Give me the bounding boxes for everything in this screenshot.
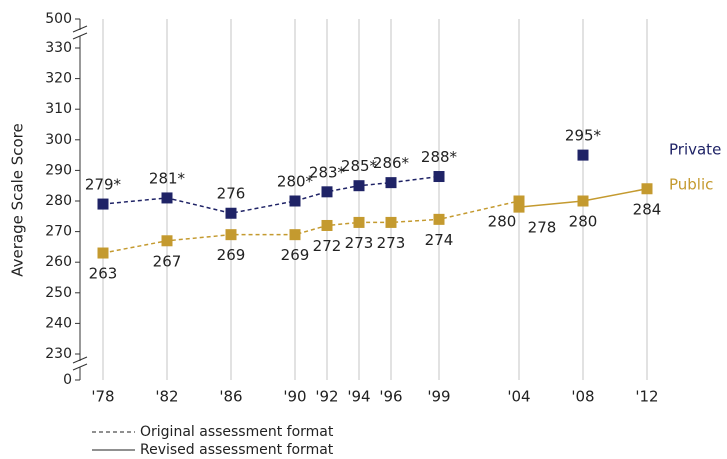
- legend-label: Public: [669, 176, 713, 194]
- y-axis-label: Average Scale Score: [9, 123, 27, 277]
- axis-break: [74, 361, 86, 367]
- marker: [289, 195, 301, 207]
- y-tick-label: 230: [45, 346, 72, 362]
- marker: [321, 219, 333, 231]
- axis-break-line: [72, 363, 88, 371]
- marker: [385, 216, 397, 228]
- y-tick-label: 320: [45, 71, 72, 87]
- legend-label: Private: [669, 141, 721, 159]
- marker: [161, 235, 173, 247]
- marker: [161, 192, 173, 204]
- data-label: 267: [153, 252, 182, 270]
- axis-break-line: [72, 25, 88, 33]
- data-label: 286*: [373, 154, 410, 172]
- marker: [225, 229, 237, 241]
- marker: [225, 207, 237, 219]
- data-label: 295*: [565, 127, 602, 145]
- x-tick-label: '04: [507, 388, 530, 406]
- data-label: 280: [488, 213, 517, 231]
- data-label: 288*: [421, 148, 458, 166]
- x-tick-label: '92: [315, 388, 338, 406]
- marker: [513, 195, 525, 207]
- data-label: 280*: [277, 173, 314, 191]
- data-label: 273: [345, 234, 374, 252]
- data-label: 269: [217, 246, 246, 264]
- y-tick-label: 310: [45, 101, 72, 117]
- marker: [433, 213, 445, 225]
- data-label: 273: [377, 234, 406, 252]
- y-tick-label: 330: [45, 40, 72, 56]
- marker: [97, 247, 109, 259]
- y-tick-label: 250: [45, 285, 72, 301]
- data-label: 281*: [149, 169, 186, 187]
- data-label: 274: [425, 231, 454, 249]
- data-label: 279*: [85, 176, 122, 194]
- data-label: 283*: [309, 163, 346, 181]
- legend-label: Revised assessment format: [140, 442, 334, 458]
- data-label: 280: [569, 213, 598, 231]
- marker: [513, 201, 525, 213]
- marker: [433, 171, 445, 183]
- axis-break-line: [72, 32, 88, 40]
- data-label: 276: [217, 185, 246, 203]
- marker: [577, 195, 589, 207]
- marker: [353, 180, 365, 192]
- x-tick-label: '86: [219, 388, 242, 406]
- data-label: 285*: [341, 157, 378, 175]
- marker: [385, 177, 397, 189]
- y-tick-label: 0: [63, 372, 72, 388]
- legend-label: Original assessment format: [140, 424, 334, 440]
- data-label: 269: [281, 246, 310, 264]
- x-tick-label: '90: [283, 388, 306, 406]
- x-tick-label: '82: [155, 388, 178, 406]
- x-tick-label: '12: [635, 388, 658, 406]
- x-tick-label: '08: [571, 388, 594, 406]
- marker: [641, 183, 653, 195]
- y-tick-label: 300: [45, 132, 72, 148]
- y-tick-label: 280: [45, 193, 72, 209]
- marker: [97, 198, 109, 210]
- y-tick-label: 500: [45, 11, 72, 27]
- marker: [321, 186, 333, 198]
- data-label: 278: [528, 219, 557, 237]
- x-tick-label: '94: [347, 388, 370, 406]
- x-tick-label: '78: [91, 388, 114, 406]
- x-tick-label: '96: [379, 388, 402, 406]
- x-tick-label: '99: [427, 388, 450, 406]
- marker: [353, 216, 365, 228]
- marker: [577, 149, 589, 161]
- y-tick-label: 240: [45, 315, 72, 331]
- y-tick-label: 290: [45, 162, 72, 178]
- y-tick-label: 270: [45, 224, 72, 240]
- data-label: 284: [633, 200, 662, 218]
- axis-break-line: [72, 356, 88, 364]
- axis-break: [74, 30, 86, 36]
- data-label: 263: [89, 265, 118, 283]
- marker: [289, 229, 301, 241]
- y-tick-label: 260: [45, 254, 72, 270]
- data-label: 272: [313, 237, 342, 255]
